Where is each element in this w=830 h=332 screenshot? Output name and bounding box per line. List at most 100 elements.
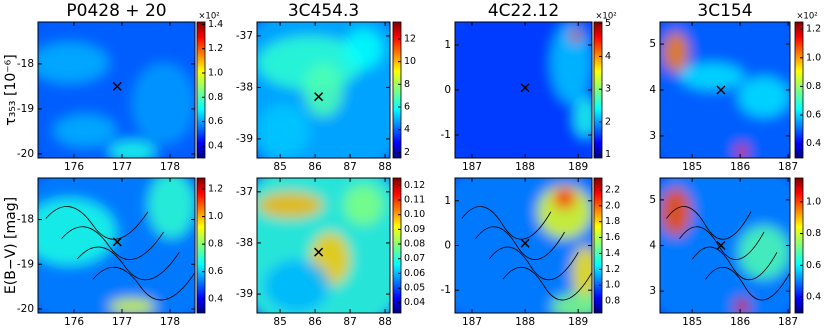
x-tick-label: 178 (160, 161, 180, 173)
heatmap-blob (343, 184, 384, 226)
panel: 185 186 187 5 4 3 0.4 0.6 0.8 1.0 (649, 177, 821, 328)
x-tick-label: 87 (343, 161, 356, 173)
y-axis-label: E(B−V) [mag] (3, 197, 19, 294)
y-tick-label: 3 (649, 130, 656, 142)
x-tick-label: 187 (778, 316, 798, 328)
contour (461, 206, 552, 240)
colorbar-tick-label: 0.6 (208, 266, 223, 277)
colorbar-tick-label: 1.2 (806, 24, 821, 35)
heatmap-image (455, 22, 592, 158)
heatmap-blob (571, 245, 592, 300)
heatmap-blob (108, 140, 156, 158)
heatmap-image (38, 22, 195, 158)
heatmap-blob (662, 31, 689, 73)
colorbar-tick-label: 1.4 (605, 248, 620, 259)
x-tick-label: 187 (462, 316, 482, 328)
panel: 85 86 87 88 -37 -38 -39 0.04 0.05 0.06 0.07 0.08 0.0… (236, 177, 425, 328)
contour (488, 246, 579, 281)
contour (61, 226, 164, 260)
panel: 4C22.12 187 188 189 1 0 -1 1 2 3 4 5×10² (441, 1, 617, 173)
x-tick-label: 88 (378, 316, 391, 328)
y-tick-label: -19 (17, 103, 34, 115)
heatmap-image (660, 22, 790, 158)
colorbar-tick-label: 1.0 (605, 280, 620, 291)
panel: 187 188 189 1 0 -1 0.8 1.0 1.2 1.4 1.6 1.8 2.0 2.2 (441, 177, 620, 328)
contour (76, 246, 180, 281)
heatmap-blob (147, 178, 195, 239)
panel: E(B−V) [mag] 176 177 178 -18 -19 -20 0.4 0.6 0.8 1… (3, 177, 223, 328)
contour (502, 267, 592, 301)
y-tick-label: 5 (649, 38, 656, 50)
x-tick-label: 176 (64, 316, 84, 328)
colorbar-tick-label: 1.6 (605, 232, 620, 243)
y-tick-label: 0 (444, 84, 451, 96)
heatmap-blob (738, 225, 790, 280)
heatmap-texture (257, 22, 390, 158)
colorbar (196, 21, 206, 159)
heatmap-texture (38, 22, 195, 158)
heatmap-image (257, 178, 390, 313)
y-tick-label: 1 (444, 39, 451, 51)
colorbar-tick-label: 0.06 (404, 268, 425, 279)
colorbar (196, 177, 206, 314)
target-marker (314, 247, 324, 257)
frame (37, 177, 196, 314)
heatmap-blob (38, 198, 117, 266)
colorbar-tick-label: 0.07 (404, 253, 425, 264)
target-marker (716, 240, 726, 251)
target-marker (112, 237, 122, 247)
colorbar-tick-label: 0.6 (806, 110, 821, 121)
colorbar-multiplier: ×10² (796, 12, 817, 22)
colorbar-tick-label: 0.8 (806, 81, 821, 92)
heatmap-blob (257, 103, 311, 158)
colorbar-multiplier: ×10² (595, 12, 616, 22)
heatmap-blob (132, 62, 195, 145)
colorbar-multiplier: ×10² (198, 12, 219, 22)
heatmap-texture (455, 22, 592, 158)
y-tick-label: 3 (649, 285, 656, 297)
frame (256, 177, 391, 314)
colorbar-tick-label: 1.4 (208, 19, 223, 30)
colorbar-tick-label: 1.0 (806, 196, 821, 207)
y-tick-label: -38 (236, 81, 253, 93)
heatmap-blob (738, 76, 790, 118)
target-marker (520, 83, 530, 93)
heatmap-texture (455, 178, 592, 313)
heatmap-texture (660, 22, 790, 158)
panel: 3C454.3 85 86 87 88 -37 -38 -39 2 4 6 8 10 12 (236, 1, 416, 173)
y-tick-label: -39 (236, 133, 253, 145)
panel: 3C154 185 186 187 5 4 3 0.4 0.6 0.8 1.0 1.2 ×10² (649, 1, 821, 173)
contour (692, 246, 778, 281)
heatmap-blob (660, 187, 692, 237)
panel: P0428 + 20 τ₃₅₃ [10⁻⁶] 176 177 178 -18 -19 -20 0… (3, 1, 223, 173)
colorbar-tick-label: 10 (404, 56, 416, 67)
colorbar-tick-label: 8 (404, 79, 410, 90)
heatmap-blob (660, 22, 790, 158)
y-tick-label: -37 (236, 186, 253, 198)
panel-title: 3C154 (697, 1, 752, 21)
heatmap-image (38, 178, 195, 313)
x-tick-label: 185 (682, 316, 702, 328)
y-tick-label: -39 (236, 288, 253, 300)
x-tick-label: 87 (343, 316, 356, 328)
colorbar-tick-label: 0.09 (404, 224, 425, 235)
frame (37, 21, 196, 159)
colorbar (593, 177, 603, 314)
heatmap-blob (679, 62, 745, 90)
colorbar-tick-label: 0.04 (404, 297, 425, 308)
heatmap-blob (38, 42, 109, 84)
contour (679, 226, 765, 260)
colorbar-tick-label: 6 (404, 102, 410, 113)
heatmap-blob (660, 178, 790, 313)
colorbar-tick-label: 0.08 (404, 239, 425, 250)
frame (256, 21, 391, 159)
x-tick-label: 177 (112, 161, 132, 173)
y-tick-label: 4 (649, 240, 656, 252)
y-tick-label: 1 (444, 195, 451, 207)
panel-title: 4C22.12 (488, 1, 559, 21)
x-tick-label: 88 (378, 161, 391, 173)
heatmap-image (455, 178, 592, 313)
colorbar-tick-label: 1.0 (806, 52, 821, 63)
colorbar-tick-label: 1.2 (208, 184, 223, 195)
heatmap-texture (660, 178, 790, 313)
